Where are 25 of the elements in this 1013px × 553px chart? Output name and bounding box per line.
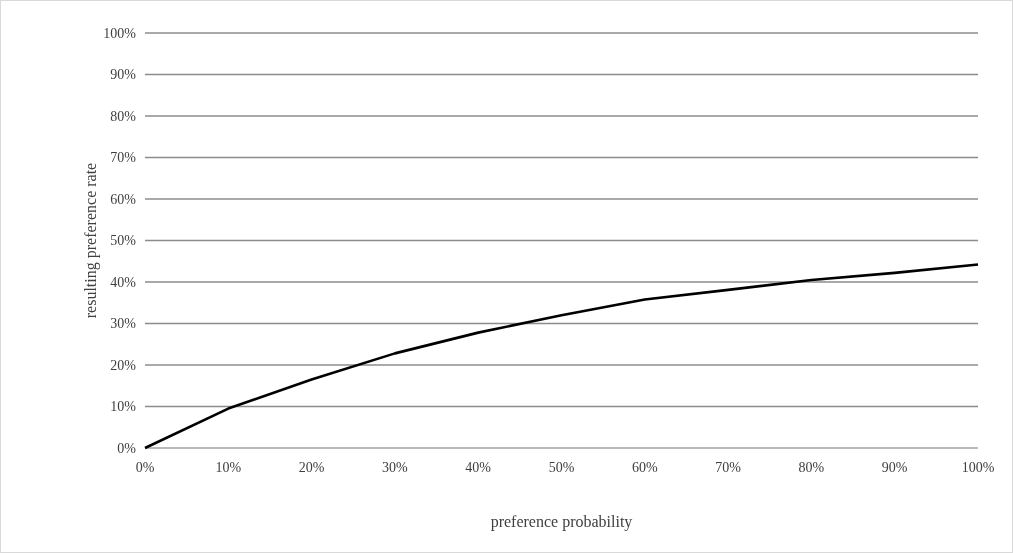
x-tick-label: 70% bbox=[715, 460, 742, 475]
x-tick-label: 0% bbox=[135, 460, 155, 475]
y-tick-label: 100% bbox=[103, 25, 137, 41]
y-tick-label: 30% bbox=[110, 316, 137, 332]
x-tick-label: 20% bbox=[298, 460, 325, 475]
y-tick-label: 0% bbox=[117, 440, 137, 456]
x-tick-label: 60% bbox=[631, 460, 658, 475]
x-tick-label: 90% bbox=[881, 460, 908, 475]
line-series bbox=[143, 263, 980, 450]
y-tick-label: 40% bbox=[110, 274, 137, 290]
y-axis-title: resulting preference rate bbox=[82, 162, 100, 319]
y-tick-label: 60% bbox=[110, 191, 137, 207]
x-tick-label: 30% bbox=[382, 460, 409, 475]
x-tick-label: 50% bbox=[548, 460, 575, 475]
x-tick-label: 40% bbox=[465, 460, 492, 475]
y-tick-label: 10% bbox=[110, 399, 137, 415]
y-tick-label: 20% bbox=[110, 357, 137, 373]
x-tick-label: 80% bbox=[798, 460, 825, 475]
y-tick-label: 50% bbox=[110, 233, 137, 249]
y-tick-label: 90% bbox=[110, 67, 137, 83]
y-tick-label: 80% bbox=[110, 108, 137, 124]
x-axis-title: preference probability bbox=[490, 513, 633, 531]
x-tick-label: 10% bbox=[215, 460, 242, 475]
x-tick-label: 100% bbox=[961, 460, 995, 475]
y-tick-label: 70% bbox=[110, 150, 137, 166]
